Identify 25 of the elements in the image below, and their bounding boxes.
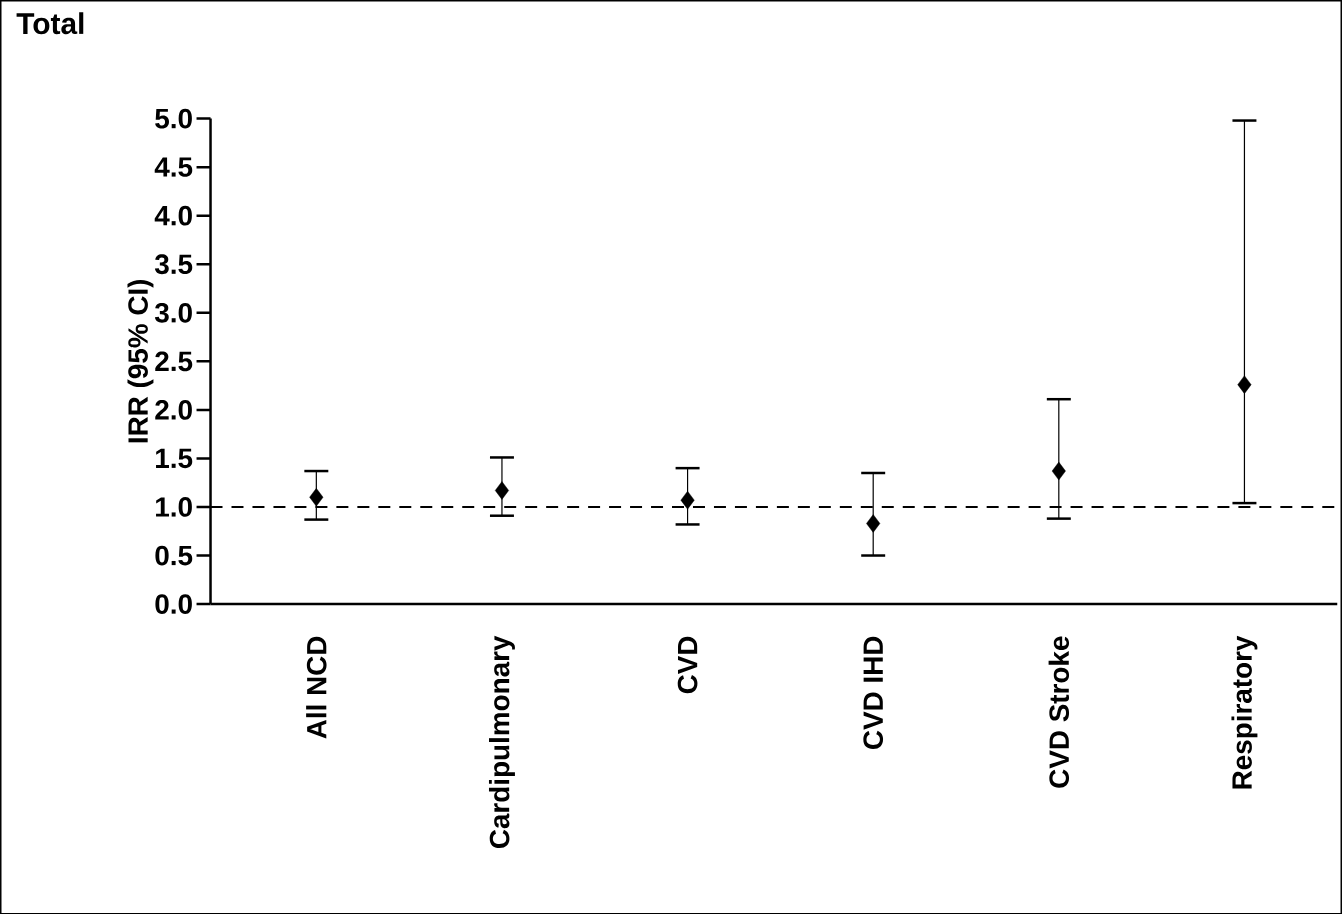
y-tick-label: 4.5 (154, 157, 193, 177)
y-tick-label: 1.5 (156, 448, 193, 468)
chart-title: Total (16, 12, 84, 34)
x-tick-label: All NCD (306, 636, 327, 739)
x-tick-label: Cardipulmonary (488, 635, 515, 848)
y-tick-label: 4.0 (154, 205, 192, 226)
y-tick-label: 3.0 (154, 302, 192, 323)
y-tick-label: 2.5 (155, 351, 193, 371)
point (1051, 461, 1066, 480)
point (866, 514, 881, 533)
y-tick-label: 3.5 (154, 254, 193, 274)
y-tick-label: 0.5 (155, 545, 193, 566)
x-tick-label: CVD IHD (863, 636, 884, 749)
y-tick-label: 2.0 (155, 399, 192, 420)
y-tick-label: 5.0 (155, 108, 192, 129)
y-axis-title: IRR (95% CI) (127, 279, 154, 443)
y-tick-label: 1.0 (156, 496, 192, 517)
x-tick-label: Respiratory (1231, 635, 1258, 789)
x-tick-label: CVD (677, 636, 698, 694)
x-tick-label: CVD Stroke (1048, 636, 1070, 788)
point (309, 487, 324, 507)
point (1237, 375, 1252, 394)
point (680, 490, 695, 510)
y-tick-label: 0.0 (155, 593, 192, 614)
point (495, 481, 509, 500)
